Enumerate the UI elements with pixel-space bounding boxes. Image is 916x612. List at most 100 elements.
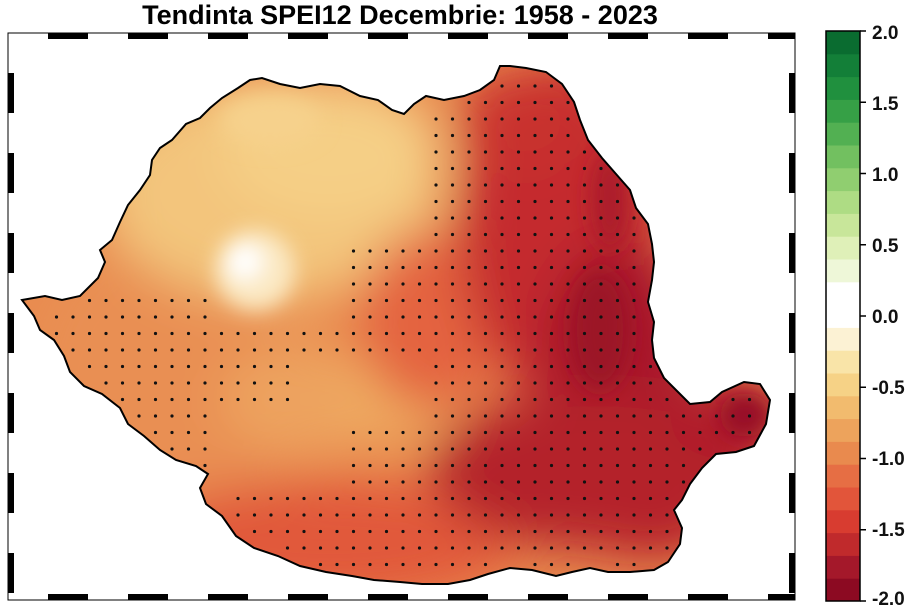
frame-tick-segment — [208, 594, 248, 600]
significance-dot — [302, 348, 306, 352]
significance-dot — [87, 348, 92, 352]
significance-dot — [219, 364, 224, 369]
significance-dot — [731, 414, 735, 418]
colorbar-cell — [826, 190, 860, 214]
significance-dot — [285, 348, 290, 352]
significance-dot — [434, 298, 438, 303]
significance-dot — [615, 315, 620, 319]
significance-dot — [417, 331, 422, 336]
colorbar-cell — [826, 99, 860, 123]
significance-dot — [384, 513, 389, 517]
frame-tick-segment — [768, 594, 795, 600]
significance-dot — [632, 249, 636, 253]
significance-dot — [566, 166, 570, 171]
significance-dot — [599, 348, 603, 352]
significance-dot — [368, 529, 372, 534]
significance-dot — [153, 397, 158, 402]
significance-dot — [236, 348, 240, 352]
frame-tick-segment — [288, 594, 328, 600]
significance-dot — [170, 381, 174, 385]
significance-dot — [401, 315, 405, 319]
significance-dot — [516, 546, 521, 550]
significance-dot — [71, 348, 75, 352]
significance-dot — [137, 397, 141, 402]
significance-dot — [615, 430, 620, 435]
significance-dot — [252, 513, 257, 517]
significance-dot — [104, 298, 108, 303]
significance-dot — [483, 216, 488, 220]
significance-dot — [516, 331, 521, 336]
significance-dot — [566, 265, 570, 270]
colorbar-tick-label: 0.5 — [872, 236, 899, 257]
significance-dot — [186, 430, 191, 435]
colorbar-tick-label: 1.0 — [872, 165, 899, 186]
significance-dot — [401, 463, 405, 468]
significance-dot — [681, 447, 686, 451]
significance-dot — [632, 414, 636, 418]
significance-dot — [599, 381, 603, 385]
significance-dot — [566, 298, 570, 303]
significance-dot — [599, 463, 603, 468]
significance-dot — [137, 315, 141, 319]
significance-dot — [566, 364, 570, 369]
significance-dot — [566, 331, 570, 336]
significance-dot — [483, 364, 488, 369]
significance-dot — [747, 414, 752, 418]
colorbar-cell — [826, 441, 860, 465]
significance-dot — [252, 331, 257, 336]
significance-dot — [384, 282, 389, 286]
significance-dot — [368, 447, 372, 451]
significance-dot — [582, 331, 587, 336]
significance-dot — [335, 546, 339, 550]
significance-dot — [615, 513, 620, 517]
significance-dot — [566, 117, 570, 121]
significance-dot — [483, 546, 488, 550]
significance-dot — [335, 348, 339, 352]
significance-dot — [450, 496, 455, 501]
significance-dot — [434, 513, 438, 517]
significance-dot — [186, 414, 191, 418]
significance-dot — [500, 282, 504, 286]
significance-dot — [566, 381, 570, 385]
frame-tick-segment — [789, 233, 795, 273]
significance-dot — [549, 480, 554, 484]
significance-dot — [467, 150, 471, 154]
significance-dot — [615, 364, 620, 369]
significance-dot — [566, 315, 570, 319]
significance-dot — [533, 397, 537, 402]
significance-dot — [153, 381, 158, 385]
significance-dot — [401, 298, 405, 303]
significance-dot — [599, 447, 603, 451]
significance-dot — [566, 183, 570, 187]
significance-dot — [434, 232, 438, 237]
significance-dot — [549, 529, 554, 534]
significance-dot — [500, 397, 504, 402]
significance-dot — [467, 463, 471, 468]
significance-dot — [434, 315, 438, 319]
significance-dot — [516, 447, 521, 451]
colorbar-tick-label: -1.0 — [872, 449, 905, 470]
significance-dot — [450, 282, 455, 286]
significance-dot — [434, 265, 438, 270]
significance-dot — [417, 529, 422, 534]
significance-dot — [351, 249, 356, 253]
significance-dot — [516, 348, 521, 352]
frame-tick-segment — [448, 33, 488, 39]
frame-tick-segment — [448, 594, 488, 600]
significance-dot — [450, 183, 455, 187]
significance-dot — [318, 513, 323, 517]
significance-dot — [615, 265, 620, 270]
significance-dot — [417, 546, 422, 550]
frame-tick-segment — [8, 393, 14, 433]
significance-dot — [483, 249, 488, 253]
significance-dot — [219, 381, 224, 385]
significance-dot — [467, 133, 471, 138]
significance-dot — [450, 117, 455, 121]
significance-dot — [533, 381, 537, 385]
significance-dot — [450, 232, 455, 237]
significance-dot — [582, 265, 587, 270]
significance-dot — [434, 183, 438, 187]
significance-dot — [698, 414, 702, 418]
significance-dot — [500, 546, 504, 550]
significance-dot — [450, 166, 455, 171]
